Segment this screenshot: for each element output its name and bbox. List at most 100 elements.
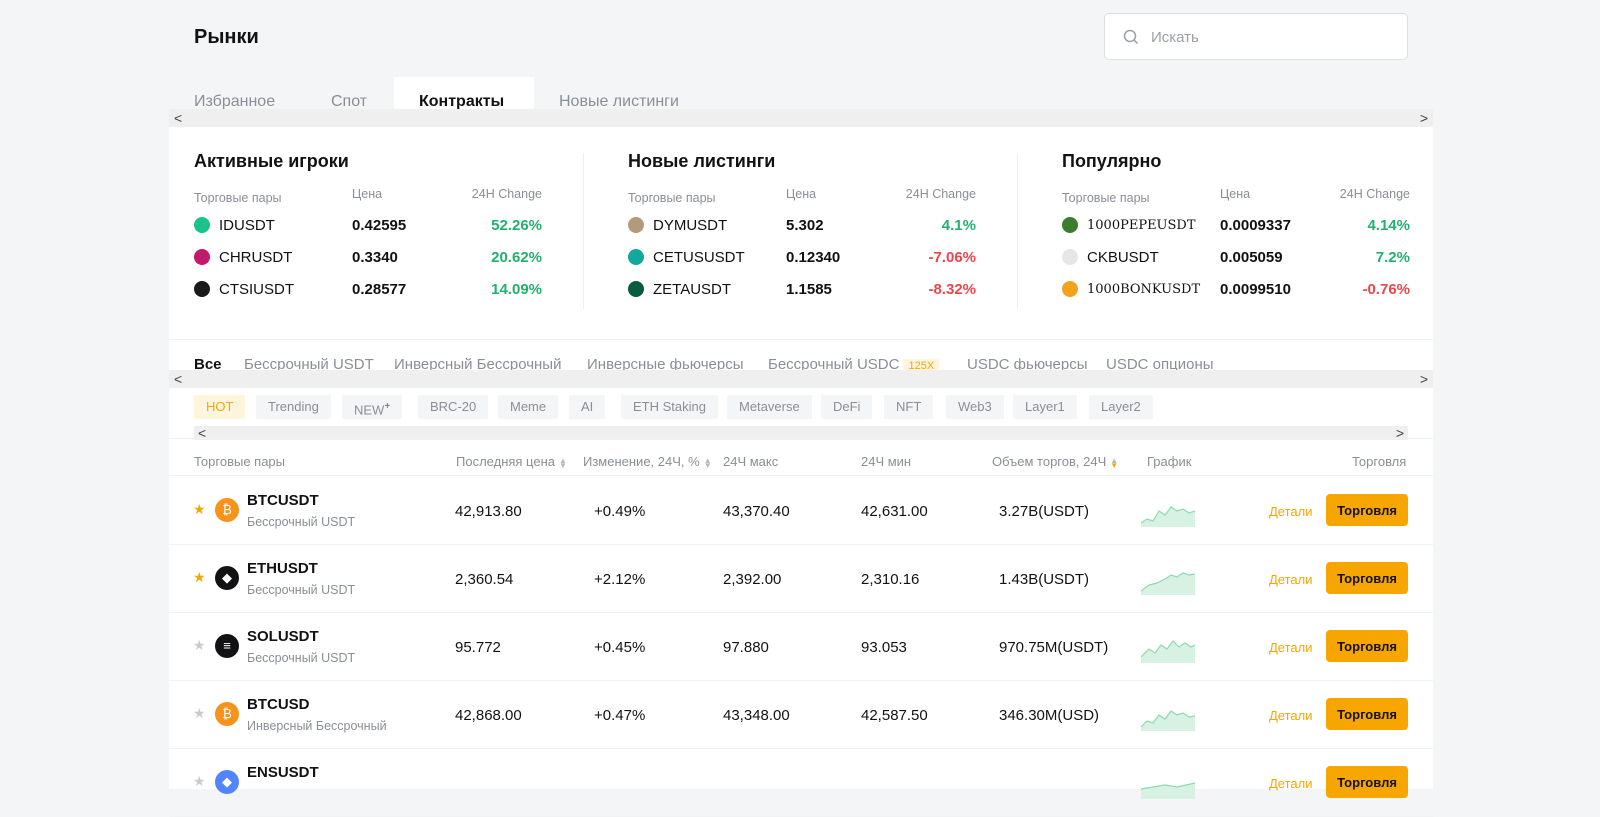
table-row[interactable]: ★ ◆ ENSUSDT Детали Торговля: [169, 749, 1433, 817]
details-link[interactable]: Детали: [1269, 640, 1313, 655]
pair-change: 52.26%: [491, 216, 542, 234]
tab-new-listings[interactable]: Новые листинги: [559, 93, 679, 110]
pair-price: 0.42595: [352, 216, 407, 234]
top-bar: Рынки: [0, 0, 1600, 76]
trade-button[interactable]: Торговля: [1326, 630, 1408, 662]
panel-row[interactable]: DYMUSDT 5.302 4.1%: [628, 209, 976, 241]
sparkline-chart: [1141, 506, 1196, 527]
pair-change: 20.62%: [491, 248, 542, 266]
chip-new[interactable]: NEW+: [342, 395, 403, 419]
coin-icon: [1062, 281, 1078, 297]
table-row[interactable]: ★ ≡ SOLUSDT Бессрочный USDT 95.772 +0.45% 97.8…: [169, 613, 1433, 681]
chip-web3[interactable]: Web3: [946, 395, 1004, 419]
search-box[interactable]: [1104, 13, 1408, 60]
chip-defi[interactable]: DeFi: [821, 395, 873, 419]
chip-metaverse[interactable]: Metaverse: [727, 395, 812, 419]
pair-change: 14.09%: [491, 280, 542, 298]
favorite-star-icon[interactable]: ★: [193, 569, 206, 585]
table-row[interactable]: ★ ₿ BTCUSD Инверсный Бессрочный 42,868.00 +0.…: [169, 681, 1433, 749]
cat-tab-usdc-options[interactable]: USDC опционы: [1106, 356, 1214, 373]
chip-hot[interactable]: HOT: [194, 395, 246, 419]
trade-button[interactable]: Торговля: [1326, 562, 1408, 594]
tab-favorites[interactable]: Избранное: [194, 93, 276, 110]
chip-meme[interactable]: Meme: [498, 395, 559, 419]
th-change[interactable]: Изменение, 24Ч, % ▲ ▼: [583, 454, 712, 469]
tab-spot[interactable]: Спот: [331, 93, 368, 110]
pair-symbol[interactable]: ETHUSDT: [247, 560, 318, 577]
panel-row[interactable]: CTSIUSDT 0.28577 14.09%: [194, 273, 542, 305]
search-input[interactable]: [1151, 24, 1391, 50]
coin-icon: ₿: [215, 702, 239, 726]
cat-tab-all[interactable]: Все: [194, 356, 222, 373]
scroll-left-icon[interactable]: <: [174, 371, 183, 387]
details-link[interactable]: Детали: [1269, 572, 1313, 587]
panel-row[interactable]: CHRUSDT 0.3340 20.62%: [194, 241, 542, 273]
chip-ai[interactable]: AI: [569, 395, 606, 419]
panel-title: Популярно: [1062, 151, 1162, 171]
chip-brc20[interactable]: BRC-20: [418, 395, 489, 419]
scroll-right-icon[interactable]: >: [1395, 425, 1404, 441]
pair-price: 1.1585: [786, 280, 832, 298]
details-link[interactable]: Детали: [1269, 776, 1313, 791]
favorite-star-icon[interactable]: ★: [193, 637, 206, 653]
pair-symbol: CETUSUSDT: [653, 248, 745, 266]
trade-button[interactable]: Торговля: [1326, 698, 1408, 730]
favorite-star-icon[interactable]: ★: [193, 773, 206, 789]
high-24h: 43,348.00: [723, 707, 790, 724]
details-link[interactable]: Детали: [1269, 708, 1313, 723]
chips-scrollbar[interactable]: < >: [194, 425, 1408, 441]
coin-icon: [1062, 249, 1078, 265]
panel-row[interactable]: 1000BONKUSDT 0.0099510 -0.76%: [1062, 273, 1410, 305]
coin-icon: [628, 249, 644, 265]
table-row[interactable]: ★ ₿ BTCUSDT Бессрочный USDT 42,913.80 +0.49% 4…: [169, 477, 1433, 545]
pair-symbol[interactable]: ENSUSDT: [247, 764, 319, 781]
change-24h: +0.49%: [594, 503, 646, 520]
pair-symbol: 1000BONKUSDT: [1087, 281, 1201, 297]
sparkline-chart: [1141, 572, 1196, 595]
cat-tab-inverse-perpetual[interactable]: Инверсный Бессрочный: [394, 356, 562, 373]
cat-tab-usdt-perpetual[interactable]: Бессрочный USDT: [244, 356, 374, 373]
pair-symbol: CKBUSDT: [1087, 248, 1159, 266]
favorite-star-icon[interactable]: ★: [193, 705, 206, 721]
panel-row[interactable]: IDUSDT 0.42595 52.26%: [194, 209, 542, 241]
chip-nft[interactable]: NFT: [884, 395, 934, 419]
coin-icon: [1062, 217, 1078, 233]
cat-tab-inverse-futures[interactable]: Инверсные фьючерсы: [587, 356, 744, 373]
chip-trending[interactable]: Trending: [256, 395, 331, 419]
chip-layer2[interactable]: Layer2: [1089, 395, 1153, 419]
trade-button[interactable]: Торговля: [1326, 494, 1408, 526]
sparkline-chart: [1141, 782, 1196, 799]
details-link[interactable]: Детали: [1269, 504, 1313, 519]
trade-button[interactable]: Торговля: [1326, 766, 1408, 798]
pair-symbol[interactable]: SOLUSDT: [247, 628, 319, 645]
pair-symbol: CTSIUSDT: [219, 280, 294, 298]
chip-layer1[interactable]: Layer1: [1013, 395, 1077, 419]
pair-change: 4.14%: [1367, 216, 1410, 234]
th-volume[interactable]: Объем торгов, 24Ч ▲ ▼: [992, 454, 1118, 469]
tab-contracts[interactable]: Контракты: [394, 77, 534, 111]
tabs-scrollbar[interactable]: < >: [169, 109, 1433, 127]
pair-price: 0.005059: [1220, 248, 1283, 266]
category-scrollbar[interactable]: < >: [169, 370, 1433, 388]
panel-row[interactable]: CKBUSDT 0.005059 7.2%: [1062, 241, 1410, 273]
chip-eth-staking[interactable]: ETH Staking: [621, 395, 718, 419]
panel-row[interactable]: CETUSUSDT 0.12340 -7.06%: [628, 241, 976, 273]
scroll-left-icon[interactable]: <: [174, 110, 183, 126]
panel-row[interactable]: 1000PEPEUSDT 0.0009337 4.14%: [1062, 209, 1410, 241]
pair-change: -0.76%: [1362, 280, 1410, 298]
col-change: 24H Change: [1339, 187, 1410, 201]
table-row[interactable]: ★ ◆ ETHUSDT Бессрочный USDT 2,360.54 +2.12% 2,…: [169, 545, 1433, 613]
volume-24h: 346.30M(USD): [999, 707, 1100, 724]
cat-tab-usdc-perpetual[interactable]: Бессрочный USDC 125X: [768, 356, 940, 373]
scroll-right-icon[interactable]: >: [1419, 110, 1428, 126]
panel-row[interactable]: ZETAUSDT 1.1585 -8.32%: [628, 273, 976, 305]
favorite-star-icon[interactable]: ★: [193, 501, 206, 517]
col-price: Цена: [352, 187, 383, 201]
pair-symbol[interactable]: BTCUSDT: [247, 492, 319, 509]
th-last-price[interactable]: Последняя цена ▲ ▼: [456, 454, 567, 469]
pair-symbol[interactable]: BTCUSD: [247, 696, 310, 713]
scroll-right-icon[interactable]: >: [1419, 371, 1428, 387]
volume-24h: 1.43B(USDT): [999, 571, 1090, 588]
cat-tab-usdc-futures[interactable]: USDC фьючерсы: [967, 356, 1088, 373]
scroll-left-icon[interactable]: <: [198, 425, 207, 441]
